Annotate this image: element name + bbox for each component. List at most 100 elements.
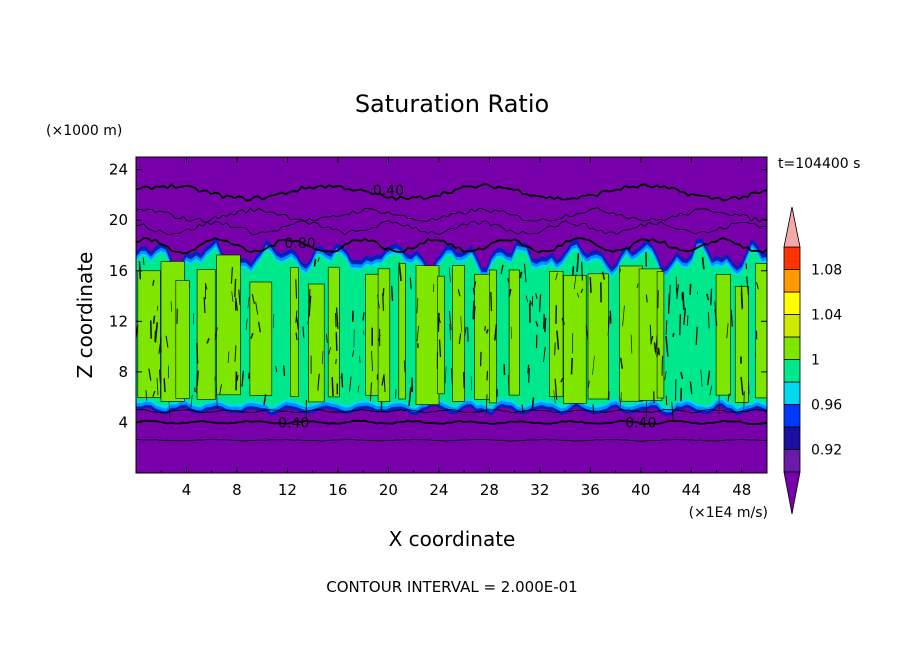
turbulence-streak (521, 404, 524, 414)
turbulence-streak (701, 257, 705, 270)
turbulence-streak (196, 370, 199, 386)
turbulence-streak (741, 288, 744, 308)
supersaturated-column (489, 269, 497, 404)
turbulence-streak (196, 372, 198, 394)
turbulence-streak (680, 371, 684, 379)
supersaturated-column (755, 263, 767, 399)
turbulence-streak (241, 370, 245, 387)
contour-line-lower-0.40 (136, 419, 767, 426)
turbulence-streak (671, 401, 674, 421)
turbulence-streak (416, 297, 419, 314)
turbulence-streak (381, 375, 385, 386)
supersaturated-column (508, 269, 520, 396)
turbulence-streak (745, 263, 748, 270)
supersaturated-column (656, 271, 665, 399)
turbulence-streak (398, 262, 402, 282)
contour-label: 0.40 (625, 415, 656, 431)
turbulence-streak (657, 347, 661, 356)
turbulence-streak (142, 257, 145, 265)
turbulence-streak (464, 326, 467, 336)
contour-interval-footer: CONTOUR INTERVAL = 2.000E-01 (326, 578, 577, 596)
turbulence-streak (391, 285, 394, 302)
turbulence-streak (335, 358, 337, 365)
turbulence-streak (665, 335, 669, 357)
turbulence-streak (500, 264, 504, 275)
turbulence-streak (448, 267, 451, 283)
contour-line-lower-0.20 (136, 438, 767, 442)
colorbar-band (783, 381, 801, 405)
contour-line-upper-0.70 (136, 220, 767, 236)
supersaturated-column (563, 275, 587, 404)
y-axis-label: Z coordinate (73, 252, 97, 379)
turbulence-streak (570, 357, 573, 375)
colorbar-band (783, 404, 801, 428)
turbulence-streak (524, 263, 527, 283)
turbulence-streak (395, 389, 397, 399)
turbulence-streak (664, 371, 667, 381)
turbulence-streak (383, 374, 386, 393)
turbulence-streak (528, 305, 532, 311)
turbulence-streak (679, 314, 682, 336)
turbulence-streak (196, 343, 199, 364)
turbulence-streak (535, 321, 539, 327)
turbulence-streak (296, 316, 299, 330)
turbulence-streak (636, 283, 639, 289)
turbulence-streak (168, 401, 171, 421)
turbulence-streak (206, 338, 210, 344)
turbulence-streak (331, 377, 334, 397)
colorbar-band (783, 314, 801, 338)
turbulence-streak (527, 364, 530, 374)
turbulence-streak (486, 370, 489, 381)
y-unit-label: (×1000 m) (46, 123, 122, 139)
colorbar-band (783, 291, 801, 315)
turbulence-streak (555, 272, 558, 281)
turbulence-streak (607, 316, 610, 336)
turbulence-streak (234, 345, 237, 362)
turbulence-streak (203, 297, 206, 314)
contour-line-lower-0.60 (136, 408, 767, 414)
turbulence-streak (543, 346, 546, 362)
chart-title: Saturation Ratio (355, 90, 549, 118)
contour-label: 0.40 (373, 183, 404, 199)
turbulence-streak (231, 291, 234, 302)
turbulence-streak (714, 301, 717, 318)
y-tick-label: 20 (109, 211, 128, 229)
turbulence-streak (682, 291, 685, 311)
turbulence-streak (740, 376, 744, 396)
supersaturated-column (196, 269, 216, 400)
turbulence-streak (525, 295, 529, 303)
turbulence-streak (450, 368, 453, 385)
turbulence-streak (472, 300, 475, 320)
turbulence-streak (507, 278, 510, 283)
turbulence-streak (727, 393, 730, 402)
contour-line-upper-0.80 (136, 237, 767, 255)
supersaturated-column (137, 270, 161, 398)
colorbar-band (783, 359, 801, 383)
turbulence-streak (561, 317, 565, 325)
turbulence-streak (283, 365, 286, 376)
turbulence-streak (408, 387, 412, 406)
turbulence-streak (438, 339, 442, 358)
turbulence-streak (587, 380, 590, 389)
turbulence-streak (620, 357, 623, 369)
turbulence-streak (275, 365, 278, 373)
turbulence-streak (308, 295, 312, 317)
supersaturated-column (415, 265, 440, 405)
colorbar-band (783, 336, 801, 360)
turbulence-streak (149, 320, 152, 339)
turbulence-streak (577, 292, 579, 298)
colorbar-band (783, 449, 801, 473)
turbulence-streak (313, 258, 317, 267)
turbulence-streak (152, 315, 156, 324)
turbulence-streak (317, 373, 320, 391)
plot-area (136, 157, 767, 473)
turbulence-streak (295, 310, 298, 323)
turbulence-streak (653, 342, 657, 353)
turbulence-streak (676, 284, 679, 300)
turbulence-streak (686, 315, 689, 327)
turbulence-streak (416, 325, 419, 342)
contour-line-upper-0.40 (136, 183, 767, 202)
supersaturated-column (437, 275, 445, 395)
turbulence-streak (230, 267, 233, 284)
